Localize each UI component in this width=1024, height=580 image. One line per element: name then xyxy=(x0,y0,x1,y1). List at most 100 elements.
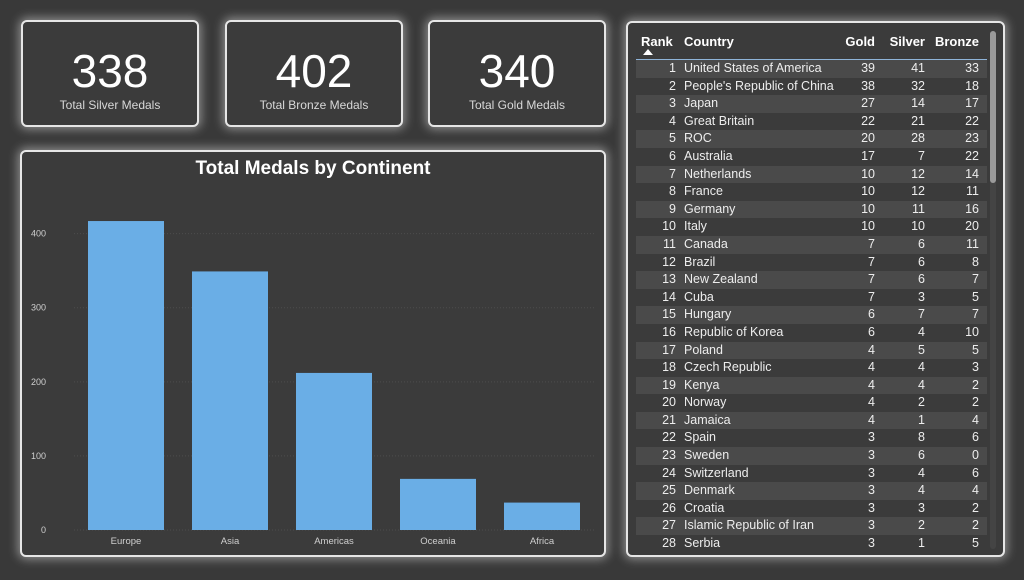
cell-silver: 1 xyxy=(918,412,925,427)
medals-by-continent-chart[interactable]: 0 100 200 300 400 Europe Asia Americas Oceania Af… xyxy=(20,150,606,557)
cell-country: Croatia xyxy=(684,500,725,515)
table-row[interactable]: 19 Kenya 4 4 2 xyxy=(636,376,987,395)
kpi-value: 402 xyxy=(275,45,353,97)
cell-gold: 10 xyxy=(861,219,875,234)
cell-gold: 4 xyxy=(868,377,875,392)
cell-silver: 12 xyxy=(911,184,925,199)
table-row[interactable]: 4 Great Britain 22 21 22 xyxy=(636,112,987,131)
cell-rank: 9 xyxy=(669,201,676,216)
cell-bronze: 18 xyxy=(965,78,979,93)
table-row[interactable]: 3 Japan 27 14 17 xyxy=(636,95,987,113)
cell-rank: 26 xyxy=(662,500,676,515)
table-row[interactable]: 10 Italy 10 10 20 xyxy=(636,218,987,236)
cell-country: Spain xyxy=(684,430,716,445)
medal-table[interactable]: Rank Country Gold Silver Bronze 1 United … xyxy=(626,21,1005,557)
table-row[interactable]: 11 Canada 7 6 11 xyxy=(636,235,987,254)
scrollbar-track[interactable] xyxy=(990,31,996,549)
cell-gold: 17 xyxy=(861,148,875,163)
cell-gold: 7 xyxy=(868,236,875,251)
table-row[interactable]: 26 Croatia 3 3 2 xyxy=(636,499,987,518)
cell-bronze: 33 xyxy=(965,61,979,75)
scrollbar-thumb[interactable] xyxy=(990,31,996,183)
cell-silver: 5 xyxy=(918,342,925,357)
cell-silver: 4 xyxy=(918,324,925,339)
table-body: 1 United States of America 39 41 33 2 People's… xyxy=(636,60,987,553)
cell-rank: 14 xyxy=(662,289,676,304)
cell-bronze: 2 xyxy=(972,377,979,392)
chart-canvas: 0 100 200 300 400 Europe Asia Americas Oceania Af… xyxy=(31,221,594,547)
cell-bronze: 22 xyxy=(965,148,979,163)
cell-bronze: 2 xyxy=(972,500,979,515)
table-row[interactable]: 23 Sweden 3 6 0 xyxy=(636,447,987,465)
cell-bronze: 3 xyxy=(972,360,979,375)
table-row[interactable]: 2 People's Republic of China 38 32 18 xyxy=(636,77,987,96)
y-tick-label: 400 xyxy=(31,229,46,239)
cell-rank: 25 xyxy=(662,483,676,498)
table-row[interactable]: 1 United States of America 39 41 33 xyxy=(636,60,987,78)
cell-country: Switzerland xyxy=(684,465,749,480)
cell-gold: 3 xyxy=(868,500,875,515)
cell-rank: 22 xyxy=(662,430,676,445)
table-row[interactable]: 27 Islamic Republic of Iran 3 2 2 xyxy=(636,517,987,536)
table-row[interactable]: 17 Poland 4 5 5 xyxy=(636,341,987,360)
table-row[interactable]: 14 Cuba 7 3 5 xyxy=(636,288,987,307)
bar xyxy=(504,502,580,530)
cell-gold: 6 xyxy=(868,324,875,339)
cell-gold: 3 xyxy=(868,536,875,551)
cell-silver: 7 xyxy=(918,148,925,163)
cell-country: People's Republic of China xyxy=(684,78,834,93)
table-row[interactable]: 7 Netherlands 10 12 14 xyxy=(636,165,987,184)
cell-gold: 3 xyxy=(868,518,875,533)
cell-country: Poland xyxy=(684,342,723,357)
column-header-gold[interactable]: Gold xyxy=(845,34,875,49)
table-row[interactable]: 9 Germany 10 11 16 xyxy=(636,200,987,219)
table-row[interactable]: 13 New Zealand 7 6 7 xyxy=(636,271,987,289)
cell-silver: 4 xyxy=(918,377,925,392)
table-row[interactable]: 15 Hungary 6 7 7 xyxy=(636,306,987,324)
column-header-country[interactable]: Country xyxy=(684,34,734,49)
table-row[interactable]: 8 France 10 12 11 xyxy=(636,183,987,201)
table-row[interactable]: 28 Serbia 3 1 5 xyxy=(636,535,987,553)
table-row[interactable]: 20 Norway 4 2 2 xyxy=(636,394,987,412)
cell-gold: 10 xyxy=(861,166,875,181)
table-row[interactable]: 6 Australia 17 7 22 xyxy=(636,147,987,166)
table-row[interactable]: 25 Denmark 3 4 4 xyxy=(636,482,987,500)
cell-gold: 3 xyxy=(868,483,875,498)
table-row[interactable]: 24 Switzerland 3 4 6 xyxy=(636,464,987,483)
table-row[interactable]: 5 ROC 20 28 23 xyxy=(636,130,987,148)
cell-silver: 14 xyxy=(911,96,925,111)
table-row[interactable]: 22 Spain 3 8 6 xyxy=(636,429,987,448)
cell-country: Netherlands xyxy=(684,166,752,181)
column-header-rank[interactable]: Rank xyxy=(641,34,673,49)
cell-country: Japan xyxy=(684,96,719,111)
kpi-card-silver: 338 Total Silver Medals xyxy=(21,20,199,127)
bar xyxy=(88,221,164,531)
cell-bronze: 2 xyxy=(972,395,979,410)
table-row[interactable]: 21 Jamaica 4 1 4 xyxy=(636,411,987,430)
cell-rank: 16 xyxy=(662,324,676,339)
cell-rank: 18 xyxy=(662,360,676,375)
cell-bronze: 16 xyxy=(965,201,979,216)
cell-gold: 4 xyxy=(868,395,875,410)
table-row[interactable]: 12 Brazil 7 6 8 xyxy=(636,253,987,272)
cell-rank: 19 xyxy=(662,377,676,392)
cell-rank: 12 xyxy=(662,254,676,269)
column-header-silver[interactable]: Silver xyxy=(889,34,925,49)
cell-silver: 2 xyxy=(918,395,925,410)
cell-rank: 28 xyxy=(662,536,676,551)
column-header-bronze[interactable]: Bronze xyxy=(934,34,979,49)
cell-bronze: 11 xyxy=(966,236,979,251)
cell-bronze: 22 xyxy=(965,113,979,128)
cell-silver: 4 xyxy=(918,465,925,480)
cell-rank: 20 xyxy=(662,395,676,410)
bar xyxy=(296,372,372,530)
cell-gold: 7 xyxy=(868,289,875,304)
cell-bronze: 7 xyxy=(972,307,979,322)
table-row[interactable]: 16 Republic of Korea 6 4 10 xyxy=(636,323,987,342)
cell-silver: 41 xyxy=(911,61,925,75)
sort-ascending-icon[interactable] xyxy=(643,49,653,55)
cell-gold: 38 xyxy=(861,78,875,93)
cell-rank: 21 xyxy=(662,412,676,427)
cell-bronze: 6 xyxy=(972,430,979,445)
table-row[interactable]: 18 Czech Republic 4 4 3 xyxy=(636,359,987,377)
